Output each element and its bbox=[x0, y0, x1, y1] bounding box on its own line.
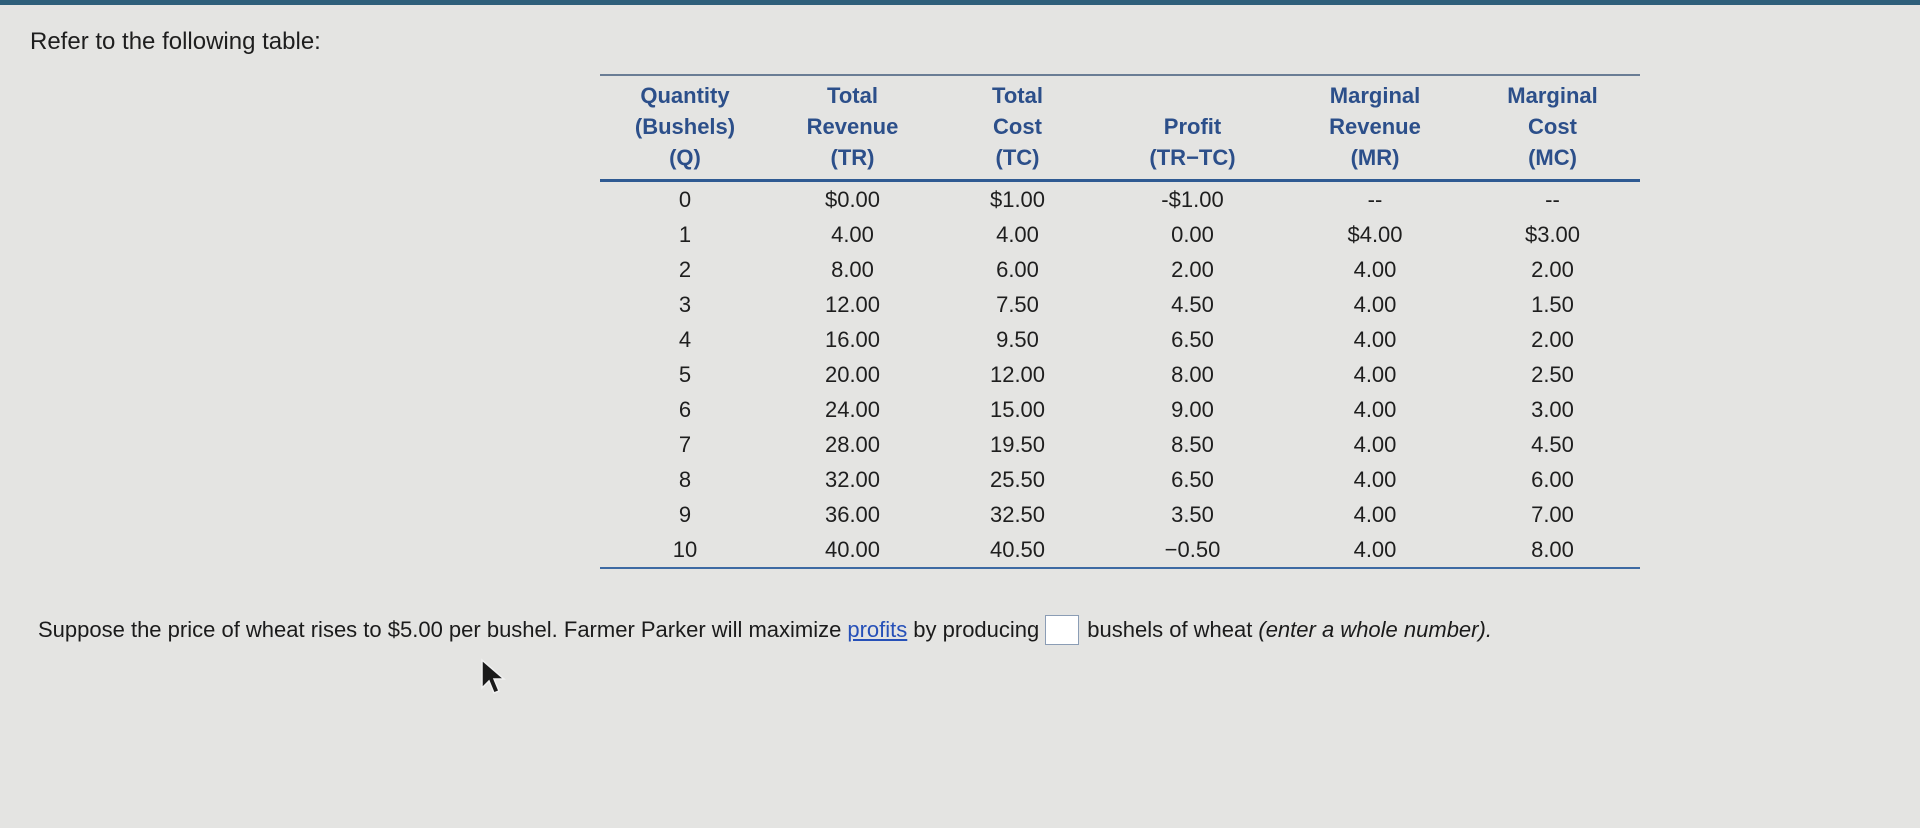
cell-marginal-revenue: -- bbox=[1367, 186, 1383, 212]
question: Suppose the price of wheat rises to $5.0… bbox=[38, 615, 1492, 645]
cell-total-cost: 6.00 bbox=[996, 256, 1039, 282]
cell-marginal-revenue: 4.00 bbox=[1353, 326, 1397, 352]
cell-marginal-cost: 2.50 bbox=[1531, 361, 1574, 387]
cell-quantity: 6 bbox=[678, 396, 692, 422]
question-text: Suppose the price of wheat rises to $5.0… bbox=[38, 617, 842, 642]
cell-total-cost: 9.50 bbox=[996, 326, 1039, 352]
cell-marginal-revenue: 4.00 bbox=[1353, 431, 1397, 457]
cell-marginal-cost: -- bbox=[1545, 186, 1560, 212]
cell-total-cost: $1.00 bbox=[989, 186, 1046, 212]
cell-total-cost: 32.50 bbox=[989, 501, 1046, 527]
cell-marginal-cost: 3.00 bbox=[1531, 396, 1574, 422]
cell-marginal-revenue: 4.00 bbox=[1353, 466, 1397, 492]
cell-total-revenue: 8.00 bbox=[831, 256, 874, 282]
cell-quantity: 3 bbox=[678, 291, 692, 317]
header-quantity: Quantity (Bushels) (Q) bbox=[600, 74, 770, 182]
cell-profit: 8.50 bbox=[1171, 431, 1214, 457]
cell-quantity: 5 bbox=[678, 361, 692, 387]
table-row: 2 8.00 6.00 2.00 4.00 2.00 bbox=[600, 252, 1640, 287]
cell-marginal-cost: 4.50 bbox=[1531, 431, 1574, 457]
table-row: 10 40.00 40.50 −0.50 4.00 8.00 bbox=[600, 532, 1640, 569]
cell-total-revenue: 12.00 bbox=[824, 291, 881, 317]
question-text-middle: by producing bbox=[913, 617, 1040, 642]
cell-total-revenue: 16.00 bbox=[824, 326, 881, 352]
cell-marginal-cost: 2.00 bbox=[1531, 326, 1574, 352]
cell-total-revenue: 20.00 bbox=[824, 361, 881, 387]
cell-total-revenue: 24.00 bbox=[824, 396, 881, 422]
cell-marginal-cost: 8.00 bbox=[1465, 532, 1640, 569]
mouse-pointer-icon bbox=[481, 658, 507, 694]
cell-profit: 3.50 bbox=[1171, 501, 1214, 527]
cell-quantity: 9 bbox=[678, 501, 692, 527]
cell-quantity: 10 bbox=[600, 532, 770, 569]
cell-profit: -$1.00 bbox=[1161, 186, 1224, 212]
cell-total-revenue: 32.00 bbox=[824, 466, 881, 492]
cell-marginal-revenue: 4.00 bbox=[1353, 291, 1397, 317]
cell-quantity: 8 bbox=[678, 466, 692, 492]
header-marginal-revenue: Marginal Revenue (MR) bbox=[1285, 74, 1465, 182]
cell-marginal-cost: 1.50 bbox=[1531, 291, 1574, 317]
cell-total-cost: 15.00 bbox=[989, 396, 1046, 422]
header-marginal-cost: Marginal Cost (MC) bbox=[1465, 74, 1640, 182]
cell-total-cost: 7.50 bbox=[996, 291, 1039, 317]
cell-marginal-cost: 7.00 bbox=[1531, 501, 1574, 527]
header-profit: Profit (TR−TC) bbox=[1100, 74, 1285, 182]
cell-marginal-cost: $3.00 bbox=[1524, 221, 1581, 247]
header-row: Quantity (Bushels) (Q) Total Revenue (TR) To… bbox=[600, 74, 1640, 182]
cell-profit: 6.50 bbox=[1171, 326, 1214, 352]
cell-profit: 4.50 bbox=[1171, 291, 1214, 317]
question-hint: (enter a whole number). bbox=[1258, 617, 1492, 642]
cell-marginal-revenue: 4.00 bbox=[1353, 396, 1397, 422]
cell-profit: 9.00 bbox=[1171, 396, 1214, 422]
cell-marginal-revenue: 4.00 bbox=[1285, 532, 1465, 569]
cell-marginal-revenue: 4.00 bbox=[1353, 361, 1397, 387]
cell-total-revenue: 36.00 bbox=[824, 501, 881, 527]
cell-quantity: 1 bbox=[678, 221, 692, 247]
cell-profit: 0.00 bbox=[1171, 221, 1214, 247]
cell-marginal-revenue: $4.00 bbox=[1347, 221, 1403, 247]
cell-total-cost: 40.50 bbox=[935, 532, 1100, 569]
cell-marginal-revenue: 4.00 bbox=[1353, 501, 1397, 527]
cell-total-cost: 19.50 bbox=[989, 431, 1046, 457]
cell-quantity: 0 bbox=[678, 186, 692, 212]
table-row: 4 16.00 9.50 6.50 4.00 2.00 bbox=[600, 322, 1640, 357]
data-table: Quantity (Bushels) (Q) Total Revenue (TR) To… bbox=[600, 74, 1640, 569]
cell-profit: 8.00 bbox=[1171, 361, 1214, 387]
header-total-revenue: Total Revenue (TR) bbox=[770, 74, 935, 182]
cell-quantity: 4 bbox=[678, 326, 692, 352]
profits-link[interactable]: profits bbox=[847, 617, 908, 642]
cell-total-cost: 25.50 bbox=[989, 466, 1046, 492]
intro-text: Refer to the following table: bbox=[30, 28, 321, 55]
answer-input[interactable] bbox=[1045, 615, 1080, 645]
table-row: 8 32.00 25.50 6.50 4.00 6.00 bbox=[600, 462, 1640, 497]
cell-total-revenue: $0.00 bbox=[824, 186, 881, 212]
table-row: 0 $0.00 $1.00 -$1.00 -- -- bbox=[600, 181, 1640, 218]
cell-profit: −0.50 bbox=[1100, 532, 1285, 569]
cell-total-revenue: 28.00 bbox=[824, 431, 881, 457]
cell-marginal-cost: 6.00 bbox=[1531, 466, 1574, 492]
top-bar bbox=[0, 0, 1920, 5]
cell-total-cost: 4.00 bbox=[996, 221, 1039, 247]
cell-quantity: 7 bbox=[678, 431, 692, 457]
cell-marginal-cost: 2.00 bbox=[1531, 256, 1574, 282]
cell-total-revenue: 40.00 bbox=[770, 532, 935, 569]
cell-profit: 6.50 bbox=[1171, 466, 1214, 492]
table-row: 3 12.00 7.50 4.50 4.00 1.50 bbox=[600, 287, 1640, 322]
cell-total-revenue: 4.00 bbox=[831, 221, 874, 247]
question-text-after: bushels of wheat bbox=[1087, 617, 1253, 642]
table-row: 5 20.00 12.00 8.00 4.00 2.50 bbox=[600, 357, 1640, 392]
table-row: 7 28.00 19.50 8.50 4.00 4.50 bbox=[600, 427, 1640, 462]
cell-total-cost: 12.00 bbox=[989, 361, 1046, 387]
cell-quantity: 2 bbox=[678, 256, 692, 282]
cell-marginal-revenue: 4.00 bbox=[1353, 256, 1397, 282]
table-row: 6 24.00 15.00 9.00 4.00 3.00 bbox=[600, 392, 1640, 427]
table-row: 9 36.00 32.50 3.50 4.00 7.00 bbox=[600, 497, 1640, 532]
table-row: 1 4.00 4.00 0.00 $4.00 $3.00 bbox=[600, 217, 1640, 252]
cell-profit: 2.00 bbox=[1171, 256, 1214, 282]
header-total-cost: Total Cost (TC) bbox=[935, 74, 1100, 182]
